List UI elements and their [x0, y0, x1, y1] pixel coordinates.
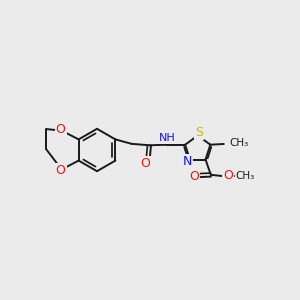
- Text: O: O: [223, 169, 233, 182]
- Text: O: O: [56, 164, 66, 177]
- Text: O: O: [140, 157, 150, 170]
- Text: S: S: [195, 126, 203, 139]
- Text: O: O: [56, 123, 66, 136]
- Text: CH₃: CH₃: [236, 171, 255, 181]
- Text: O: O: [189, 170, 199, 183]
- Text: NH: NH: [159, 133, 176, 143]
- Text: N: N: [182, 155, 192, 168]
- Text: CH₃: CH₃: [230, 138, 249, 148]
